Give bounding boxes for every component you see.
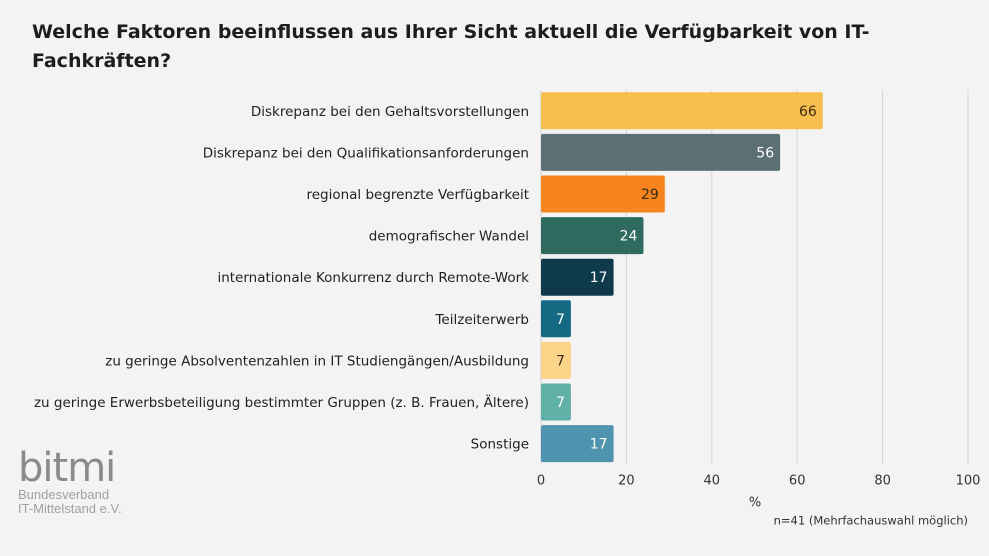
- x-tick-label: 20: [618, 473, 635, 488]
- category-label: Diskrepanz bei den Qualifikationsanforde…: [203, 145, 529, 161]
- x-tick-label: 40: [704, 473, 721, 488]
- category-label: demografischer Wandel: [369, 229, 529, 245]
- x-tick-label: 80: [874, 473, 891, 488]
- category-label: regional begrenzte Verfügbarkeit: [306, 187, 529, 203]
- x-axis-label: %: [749, 495, 761, 510]
- data-label: 7: [556, 395, 565, 411]
- category-label: Teilzeiterwerb: [434, 312, 529, 328]
- bar: [541, 300, 571, 338]
- category-label: zu geringe Erwerbsbeteiligung bestimmter…: [34, 393, 529, 411]
- category-label: Sonstige: [471, 437, 529, 453]
- data-label: 7: [556, 312, 565, 328]
- bar: [541, 133, 781, 171]
- bar: [541, 258, 614, 296]
- logo-mark: bitmi: [18, 445, 116, 491]
- bitmi-logo: bitmi Bundesverband IT-Mittelstand e.V.: [18, 448, 122, 516]
- data-label: 24: [620, 229, 638, 245]
- data-label: 29: [641, 187, 659, 203]
- bar: [541, 341, 571, 379]
- category-label: Diskrepanz bei den Gehaltsvorstellungen: [251, 104, 529, 120]
- sample-note: n=41 (Mehrfachauswahl möglich): [774, 513, 968, 527]
- logo-line2: IT-Mittelstand e.V.: [18, 501, 122, 516]
- x-tick-label: 60: [789, 473, 806, 488]
- data-label: 17: [590, 437, 608, 453]
- bar: [541, 383, 571, 421]
- data-label: 7: [556, 353, 565, 369]
- category-label: zu geringe Absolventenzahlen in IT Studi…: [105, 353, 529, 369]
- bar: [541, 92, 823, 130]
- bar: [541, 217, 644, 255]
- chart-title: Welche Faktoren beeinflussen aus Ihrer S…: [32, 21, 870, 72]
- bar: [541, 175, 665, 213]
- data-label: 17: [590, 270, 608, 286]
- bar: [541, 425, 614, 463]
- data-label: 56: [756, 145, 774, 161]
- x-tick-label: 0: [537, 473, 545, 488]
- logo-line1: Bundesverband: [18, 487, 110, 502]
- x-tick-label: 100: [956, 473, 981, 488]
- data-label: 66: [799, 104, 817, 120]
- category-label: internationale Konkurrenz durch Remote-W…: [217, 270, 529, 286]
